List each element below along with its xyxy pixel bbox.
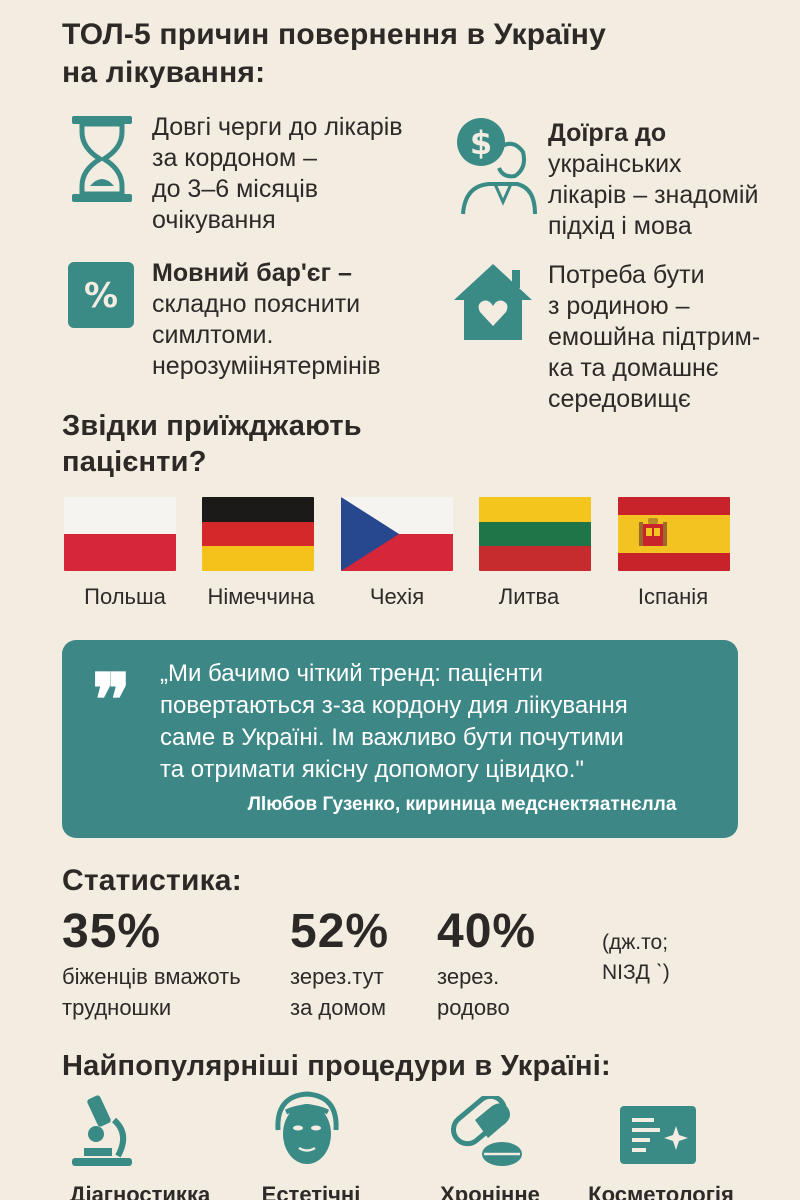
origins-title-line1: Звідки приїжджають bbox=[62, 410, 362, 442]
country-label-germany: Німеччина bbox=[207, 584, 315, 609]
procedure-label-chronic: Хронінне bbox=[440, 1182, 540, 1200]
reason-item-long-queues: Довгі черги до лікарів за кордоном – до … bbox=[70, 112, 410, 252]
stats-source-line: NІЗД ˋ) bbox=[602, 961, 670, 984]
reason-text-language-barrier: Мовний бар'єг – складно пояснити симлтом… bbox=[152, 258, 381, 382]
reason-item-ukrainian-doctors: $ Доїрга до украінських лікарів – знадом… bbox=[455, 112, 795, 252]
reason-line: лікарів – знадомій bbox=[548, 181, 759, 209]
svg-text:$: $ bbox=[470, 124, 492, 162]
svg-text:%: % bbox=[84, 276, 118, 316]
reason-text-long-queues: Довгі черги до лікарів за кордоном – до … bbox=[152, 112, 403, 236]
reasons-title: ТОЛ-5 причин повернення в Україну на лік… bbox=[62, 16, 606, 92]
reason-text-ukrainian-doctors: Доїрга до украінських лікарів – знадомій… bbox=[548, 118, 758, 242]
origins-title-line2: пацієнти? bbox=[62, 446, 207, 478]
quote-line: „Ми бачимо чіткий тренд: пацієнти bbox=[160, 660, 543, 687]
stat-desc-line: зерез.тут bbox=[290, 964, 384, 989]
reason-line: Довгі черги до лікарів bbox=[152, 113, 403, 141]
flag-poland bbox=[64, 497, 176, 571]
face-mask-icon bbox=[275, 1091, 339, 1164]
reason-line: Потреба бути bbox=[548, 261, 705, 289]
country-label-czechia: Чехія bbox=[369, 584, 425, 609]
reason-line: середовищє bbox=[548, 385, 691, 413]
stat-item-home: 52% зерез.тут за домом bbox=[290, 904, 430, 1023]
reasons-title-line2: на лікування: bbox=[62, 56, 266, 89]
flag-czechia bbox=[341, 497, 453, 571]
stat-value: 52% bbox=[290, 905, 390, 958]
stat-description: зерез.тут за домом bbox=[290, 961, 430, 1023]
reason-text-family: Потреба бути з родиною – емошйна підтрим… bbox=[548, 260, 760, 415]
reason-line: підхід і мова bbox=[548, 212, 692, 240]
stats-source-line: (дж.то; bbox=[602, 931, 669, 954]
procedure-label-diagnostics: Діагностикка bbox=[69, 1182, 211, 1200]
reason-line: нерозуміінятермінів bbox=[152, 352, 381, 380]
percent-icon: % bbox=[68, 262, 134, 328]
stat-item-family: 40% зерез. родово bbox=[437, 904, 577, 1023]
pills-icon bbox=[451, 1096, 522, 1166]
stat-desc-line: родово bbox=[437, 995, 510, 1020]
stat-item-refugees: 35% біженців вмажоть трудношки bbox=[62, 904, 282, 1023]
flag-spain bbox=[618, 497, 730, 571]
reason-line: очікування bbox=[152, 206, 276, 234]
reason-line: украінських bbox=[548, 150, 682, 178]
reason-bold-line: Мовний бар'єг – bbox=[152, 259, 352, 287]
reason-item-family: Потреба бути з родиною – емошйна підтрим… bbox=[452, 260, 792, 420]
procedures-title: Найпопулярніші процедури в Україні: bbox=[62, 1050, 611, 1082]
stat-desc-line: зерез. bbox=[437, 964, 500, 989]
reasons-title-line1: ТОЛ-5 причин повернення в Україну bbox=[62, 18, 606, 51]
stats-source: (дж.то; NІЗД ˋ) bbox=[602, 928, 670, 988]
house-heart-icon bbox=[454, 264, 532, 340]
reason-line: за кордоном – bbox=[152, 144, 318, 172]
stats-title: Статистика: bbox=[62, 864, 242, 897]
stat-desc-line: біженців вмажоть bbox=[62, 964, 241, 989]
quote-text: „Ми бачимо чіткий тренд: пацієнти поверт… bbox=[160, 658, 628, 786]
hourglass-icon bbox=[72, 116, 132, 202]
stat-value: 40% bbox=[437, 905, 537, 958]
procedure-label-cosmetology: Косметологія bbox=[588, 1182, 734, 1200]
country-label-spain: Іспанія bbox=[637, 584, 709, 609]
procedure-label-aesthetic: Естетічні bbox=[261, 1182, 361, 1200]
stat-value: 35% bbox=[62, 905, 162, 958]
reason-line: емошйна підтрим- bbox=[548, 323, 761, 351]
reason-item-language-barrier: % Мовний бар'єг – складно пояснити симлт… bbox=[68, 258, 428, 388]
sparkle-list-icon bbox=[620, 1106, 696, 1164]
stat-desc-line: за домом bbox=[290, 995, 386, 1020]
quote-card: ❞ „Ми бачимо чіткий тренд: пацієнти пове… bbox=[62, 640, 738, 838]
stat-desc-line: трудношки bbox=[62, 995, 172, 1020]
quote-line: та отримати якісну допомогу цівидко." bbox=[160, 756, 584, 783]
reason-line: складно пояснити bbox=[152, 290, 361, 318]
doctor-dollar-icon: $ bbox=[457, 118, 537, 215]
reason-line: ка та домашнє bbox=[548, 354, 719, 382]
quote-line: повертаються з-за кордону дия ліікування bbox=[160, 692, 628, 719]
reason-line: з родиною – bbox=[548, 292, 690, 320]
quote-mark-icon: ❞ bbox=[92, 657, 131, 742]
reason-bold-line: Доїрга до bbox=[548, 119, 667, 147]
country-label-poland: Польша bbox=[84, 584, 166, 609]
flag-lithuania bbox=[479, 497, 591, 571]
reason-line: до 3–6 місяців bbox=[152, 175, 319, 203]
quote-line: саме в Україні. Ім важливо бути почутими bbox=[160, 724, 624, 751]
microscope-icon bbox=[72, 1095, 132, 1166]
origins-title: Звідки приїжджають пацієнти? bbox=[62, 408, 362, 480]
quote-author: Лlюбов Гузенко, кириница медснектяатнєлл… bbox=[247, 794, 677, 815]
stat-description: біженців вмажоть трудношки bbox=[62, 961, 282, 1023]
flag-germany bbox=[202, 497, 314, 571]
stat-description: зерез. родово bbox=[437, 961, 577, 1023]
country-label-lithuania: Литва bbox=[498, 584, 560, 609]
reason-line: симлтоми. bbox=[152, 321, 274, 349]
